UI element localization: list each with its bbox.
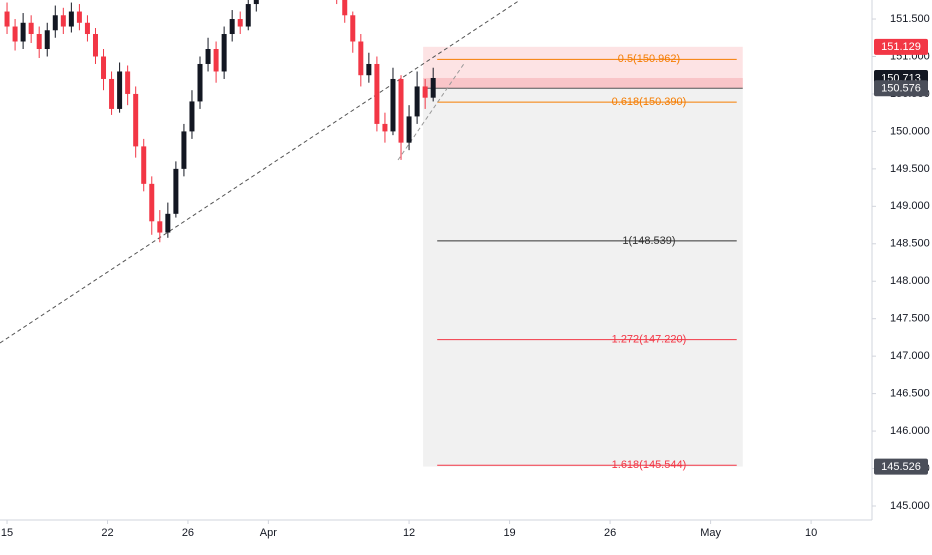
y-tick-label: 151.500: [890, 13, 930, 25]
price-tag-label: 145.526: [881, 461, 921, 473]
candle-body: [173, 168, 179, 214]
candle-body: [253, 0, 259, 5]
candle-body: [422, 86, 428, 98]
candle-body: [374, 63, 380, 124]
candle-body: [36, 34, 42, 49]
x-tick-label: 19: [503, 527, 515, 539]
candle-body: [406, 116, 412, 143]
axes: 145.000145.500146.000146.500147.000147.5…: [1, 13, 930, 539]
price-tag: [874, 80, 928, 97]
candle-body: [189, 101, 195, 132]
candle-body: [366, 63, 372, 76]
candle-body: [109, 78, 115, 109]
candle-body: [28, 22, 34, 35]
candle-body: [20, 22, 26, 42]
trend-line: [397, 61, 466, 161]
candle-body: [221, 34, 227, 72]
candle-body: [165, 213, 171, 233]
candle-body: [398, 78, 404, 143]
fib-level-label: 1(148.539): [622, 235, 675, 247]
fib-level-label: 1.618(145.544): [612, 459, 687, 471]
price-tag: [874, 458, 928, 475]
x-tick-label: 12: [403, 527, 415, 539]
candle-body: [76, 11, 82, 23]
candle-body: [68, 11, 74, 27]
y-tick-label: 146.500: [890, 388, 930, 400]
x-tick-label: 26: [604, 527, 616, 539]
candle-body: [237, 19, 243, 27]
candle-body: [60, 15, 66, 27]
x-tick-label: May: [700, 527, 721, 539]
candle-body: [245, 4, 251, 27]
y-tick-label: 149.000: [890, 200, 930, 212]
candle-body: [181, 131, 187, 169]
candle-body: [84, 22, 90, 35]
y-tick-label: 146.000: [890, 425, 930, 437]
candle-body: [197, 63, 203, 102]
candle-body: [229, 19, 235, 35]
price-tag-label: 150.576: [881, 83, 921, 95]
plot-area: 0.5(150.962) 0.618(150.390) 1(148.539) 1.27…: [0, 0, 743, 471]
x-tick-label: 15: [1, 527, 13, 539]
candle-body: [44, 30, 50, 49]
x-tick-label: Apr: [260, 527, 277, 539]
fib-level-label: 0.618(150.390): [612, 96, 687, 108]
fib-level-label: 0.5(150.962): [618, 53, 680, 65]
y-tick-label: 150.000: [890, 125, 930, 137]
y-tick-label: 148.500: [890, 238, 930, 250]
candle-body: [358, 41, 364, 76]
candle-body: [149, 183, 155, 222]
candle-body: [141, 146, 147, 184]
candle-body: [430, 77, 436, 98]
fib-zone: [423, 77, 743, 89]
candle-body: [350, 15, 356, 42]
y-tick-label: 149.500: [890, 163, 930, 175]
y-tick-label: 145.000: [890, 500, 930, 512]
candle-body: [12, 26, 18, 42]
candle-body: [414, 86, 420, 117]
y-tick-label: 147.000: [890, 350, 930, 362]
candle-body: [117, 71, 123, 109]
candle-body: [4, 11, 10, 27]
y-tick-label: 147.500: [890, 313, 930, 325]
candle-body: [101, 56, 107, 79]
x-tick-label: 26: [182, 527, 194, 539]
candle-body: [213, 48, 219, 72]
fib-zone: [423, 88, 743, 467]
trend-line: [0, 0, 521, 344]
candle-body: [52, 15, 58, 31]
x-tick-label: 10: [805, 527, 817, 539]
candle-body: [125, 71, 131, 94]
candle-body: [342, 0, 348, 16]
x-tick-label: 22: [101, 527, 113, 539]
candle-body: [133, 93, 139, 147]
y-tick-label: 148.000: [890, 275, 930, 287]
candle-body: [205, 48, 211, 64]
candle-body: [382, 123, 388, 132]
candle-body: [157, 221, 163, 233]
candle-body: [92, 34, 98, 57]
price-tag-label: 151.129: [881, 41, 921, 53]
candle-body: [390, 78, 396, 132]
fib-level-label: 1.272(147.220): [612, 334, 687, 346]
price-tag: [874, 38, 928, 55]
